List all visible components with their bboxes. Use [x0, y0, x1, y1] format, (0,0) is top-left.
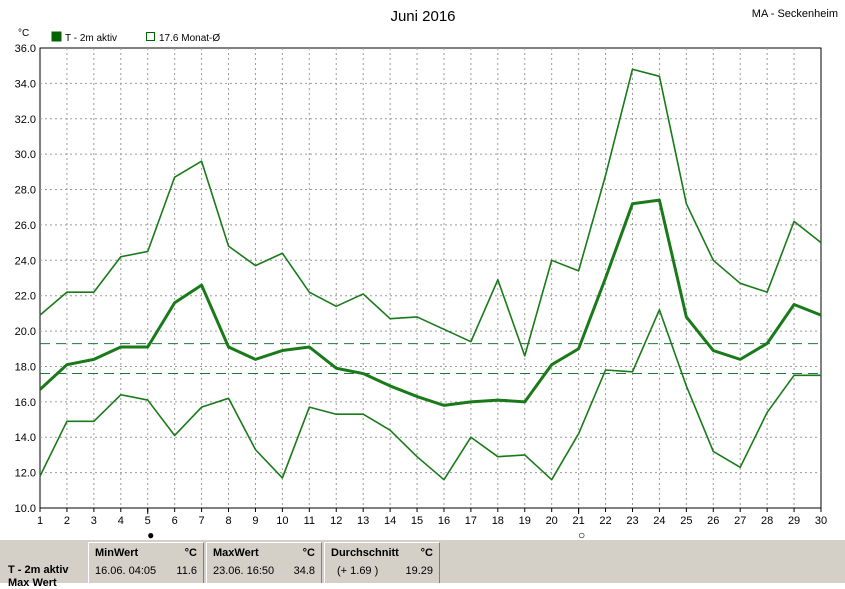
legend-swatch-outline — [146, 32, 155, 41]
moon-phase-icon: ○ — [578, 528, 585, 540]
stats-series-label-2: Max Wert — [8, 577, 57, 589]
x-tick-label: 9 — [252, 515, 258, 527]
series-lines — [38, 68, 822, 481]
x-tick-label: 21 — [572, 515, 584, 527]
y-tick-label: 24.0 — [15, 255, 36, 267]
x-tick-label: 25 — [680, 515, 692, 527]
max-header: MaxWert — [213, 547, 259, 559]
series-line-min — [39, 309, 821, 481]
y-tick-label: 10.0 — [15, 503, 36, 515]
avg-header: Durchschnitt — [331, 547, 399, 559]
x-tick-label: 26 — [707, 515, 719, 527]
x-tick-label: 5 — [145, 515, 151, 527]
series-line-max — [39, 68, 822, 357]
x-tick-label: 2 — [64, 515, 70, 527]
x-tick-label: 20 — [546, 515, 558, 527]
x-tick-label: 15 — [411, 515, 423, 527]
max-unit: °C — [302, 547, 315, 559]
x-tick-label: 1 — [37, 515, 43, 527]
x-tick-label: 12 — [330, 515, 342, 527]
y-tick-label: 16.0 — [15, 397, 36, 409]
min-date: 16.06. 04:05 — [95, 565, 157, 577]
y-tick-label: 18.0 — [15, 361, 36, 373]
y-tick-label: 22.0 — [15, 291, 36, 303]
x-tick-label: 30 — [815, 515, 827, 527]
x-tick-label: 17 — [465, 515, 477, 527]
x-tick-label: 22 — [599, 515, 611, 527]
min-value: 11.6 — [176, 565, 197, 577]
y-axis-unit: °C — [18, 28, 29, 39]
max-value-panel: MaxWert °C 23.06. 16:50 34.8 — [206, 542, 322, 583]
y-tick-label: 32.0 — [15, 114, 36, 126]
x-tick-label: 24 — [653, 515, 665, 527]
x-tick-label: 6 — [172, 515, 178, 527]
y-tick-label: 26.0 — [15, 220, 36, 232]
avg-delta: (+ 1.69 ) — [337, 565, 379, 577]
x-tick-label: 4 — [118, 515, 124, 527]
y-tick-label: 30.0 — [15, 149, 36, 161]
series-line-mean — [38, 198, 822, 407]
avg-value: 19.29 — [405, 565, 433, 577]
max-date: 23.06. 16:50 — [213, 565, 275, 577]
min-value-panel: MinWert °C 16.06. 04:05 11.6 — [88, 542, 204, 583]
x-tick-label: 13 — [357, 515, 369, 527]
avg-unit: °C — [420, 547, 433, 559]
x-tick-label: 23 — [626, 515, 638, 527]
min-unit: °C — [184, 547, 197, 559]
temperature-chart: 10.0 12.0 14.0 16.0 18.0 20.0 22.0 24.0 26.0 28.0… — [15, 8, 838, 540]
legend-label-average: 17.6 Monat-Ø — [159, 33, 220, 44]
reference-lines — [40, 343, 821, 375]
y-tick-label: 36.0 — [15, 43, 36, 55]
y-tick-label: 28.0 — [15, 185, 36, 197]
plot-frame — [39, 47, 822, 509]
x-tick-label: 27 — [734, 515, 746, 527]
legend-swatch-filled — [51, 31, 62, 42]
axes: 10.0 12.0 14.0 16.0 18.0 20.0 22.0 24.0 26.0 28.0… — [15, 43, 828, 540]
chart-title: Juni 2016 — [390, 8, 455, 25]
x-tick-label: 16 — [438, 515, 450, 527]
stats-series-label: T - 2m aktiv — [8, 564, 69, 576]
grid — [39, 47, 822, 509]
x-tick-label: 11 — [304, 515, 315, 527]
max-value: 34.8 — [293, 565, 315, 577]
x-tick-label: 3 — [91, 515, 97, 527]
x-tick-label: 18 — [492, 515, 504, 527]
x-tick-label: 10 — [276, 515, 288, 527]
x-tick-label: 8 — [225, 515, 231, 527]
statistics-bar: T - 2m aktiv Max Wert MinWert °C 16.06. … — [0, 540, 845, 589]
x-tick-label: 14 — [384, 515, 396, 527]
x-tick-label: 28 — [761, 515, 773, 527]
moon-phase-icon: ● — [147, 528, 154, 540]
average-panel: Durchschnitt °C (+ 1.69 ) 19.29 — [324, 542, 440, 583]
y-tick-label: 20.0 — [15, 326, 36, 338]
legend: T - 2m aktiv 17.6 Monat-Ø — [51, 31, 220, 44]
y-tick-label: 12.0 — [15, 468, 36, 480]
station-name: MA - Seckenheim — [752, 8, 838, 20]
min-header: MinWert — [95, 547, 139, 559]
y-tick-label: 14.0 — [15, 432, 36, 444]
x-tick-label: 19 — [519, 515, 531, 527]
legend-label-series: T - 2m aktiv — [65, 33, 117, 44]
x-tick-label: 7 — [199, 515, 205, 527]
y-tick-label: 34.0 — [15, 78, 36, 90]
x-tick-label: 29 — [788, 515, 800, 527]
